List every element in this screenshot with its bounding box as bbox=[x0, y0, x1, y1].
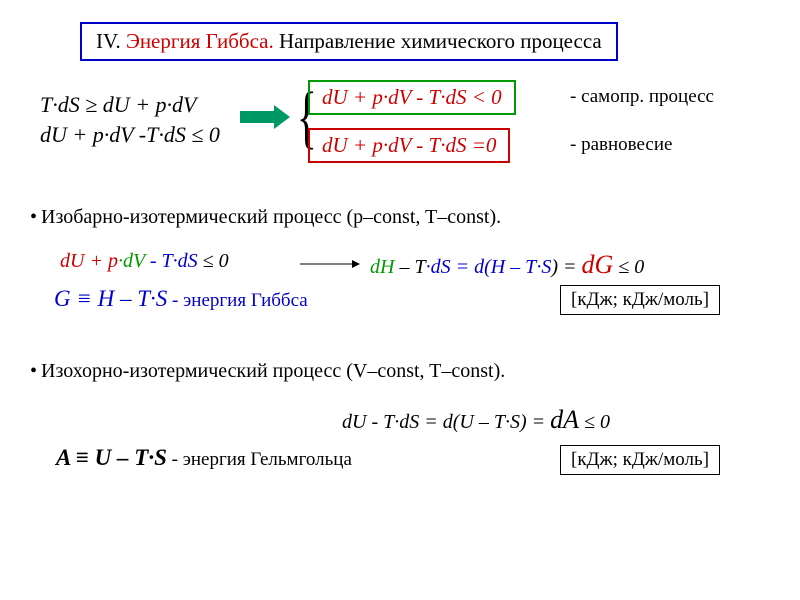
section-isochoric: •Изохорно-изотермический процесс (V–cons… bbox=[30, 360, 505, 383]
title-box: IV. Энергия Гиббса. Направление химическ… bbox=[80, 22, 618, 61]
eq1-tail: ≤ 0 bbox=[198, 250, 229, 272]
gibbs-formula: G ≡ H – T·S bbox=[54, 286, 167, 311]
helm-label: - энергия Гельмгольца bbox=[167, 449, 352, 470]
section1-eq-left: dU + p·dV - T·dS ≤ 0 bbox=[60, 250, 229, 273]
helmholtz-definition: A ≡ U – T·S - энергия Гельмгольца bbox=[56, 445, 352, 471]
eq1-green: ·dV bbox=[118, 250, 145, 272]
condition-spontaneous-eq: dU + p·dV - T·dS < 0 bbox=[322, 85, 502, 109]
units-text-1: [кДж; кДж/моль] bbox=[571, 289, 709, 310]
bullet-icon: • bbox=[30, 206, 37, 228]
eq2-main: dU - T·dS = d(U – T·S) = bbox=[342, 411, 550, 433]
condition-spontaneous-label: - самопр. процесс bbox=[570, 86, 714, 108]
eq1r-pre: dH bbox=[370, 256, 394, 278]
section-isobaric: •Изобарно-изотермический процесс (p–cons… bbox=[30, 206, 501, 229]
ineq-line2: dU + p·dV -T·dS ≤ 0 bbox=[40, 120, 220, 150]
units-box-2: [кДж; кДж/моль] bbox=[560, 445, 720, 475]
eq1r-mid1: – T bbox=[394, 256, 425, 278]
eq1-red: dU + p bbox=[60, 250, 118, 272]
eq2-tail: ≤ 0 bbox=[579, 411, 610, 433]
units-text-2: [кДж; кДж/моль] bbox=[571, 449, 709, 470]
section-isochoric-text: Изохорно-изотермический процесс (V–const… bbox=[41, 360, 505, 382]
gibbs-definition: G ≡ H – T·S - энергия Гиббса bbox=[54, 286, 308, 312]
arrow-icon bbox=[240, 105, 290, 129]
helm-formula: A ≡ U – T·S bbox=[56, 445, 167, 470]
section-isobaric-text: Изобарно-изотермический процесс (p–const… bbox=[41, 206, 501, 228]
section1-eq-right: dH – T·dS = d(H – T·S) = dG ≤ 0 bbox=[370, 250, 644, 280]
condition-spontaneous-box: dU + p·dV - T·dS < 0 bbox=[308, 80, 516, 115]
eq2-da: dA bbox=[550, 405, 579, 434]
eq1r-mid2: ·dS = d(H – T bbox=[426, 256, 537, 278]
units-box-1: [кДж; кДж/моль] bbox=[560, 285, 720, 315]
bullet-icon-2: • bbox=[30, 360, 37, 382]
title-rest: Направление химического процесса bbox=[274, 29, 602, 53]
gibbs-label: - энергия Гиббса bbox=[167, 290, 307, 311]
eq1r-tail: ≤ 0 bbox=[613, 256, 644, 278]
eq1-blue: - T·dS bbox=[145, 250, 198, 272]
condition-equilibrium-eq: dU + p·dV - T·dS =0 bbox=[322, 133, 496, 157]
condition-equilibrium-box: dU + p·dV - T·dS =0 bbox=[308, 128, 510, 163]
condition-equilibrium-label: - равновесие bbox=[570, 134, 672, 156]
section2-eq: dU - T·dS = d(U – T·S) = dA ≤ 0 bbox=[342, 405, 610, 435]
eq1r-dg: dG bbox=[581, 250, 613, 279]
title-prefix: IV. bbox=[96, 29, 126, 53]
eq1r-mid4: ) = bbox=[551, 256, 581, 278]
inequality-block: T·dS ≥ dU + p·dV dU + p·dV -T·dS ≤ 0 bbox=[40, 90, 220, 149]
ineq-line1: T·dS ≥ dU + p·dV bbox=[40, 90, 220, 120]
eq1r-mid3: ·S bbox=[536, 256, 551, 278]
title-main: Энергия Гиббса. bbox=[126, 29, 274, 53]
thin-arrow-icon bbox=[300, 260, 360, 268]
